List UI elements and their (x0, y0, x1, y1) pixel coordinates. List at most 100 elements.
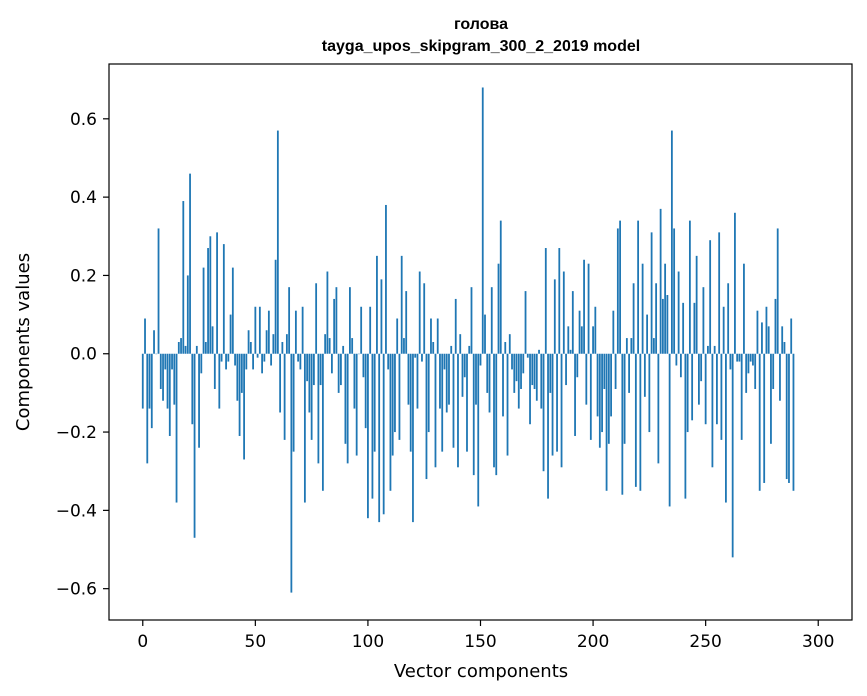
bar-245 (693, 302, 696, 354)
bar-278 (767, 326, 770, 354)
bar-24 (195, 345, 198, 354)
bar-235 (670, 130, 673, 354)
bar-82 (326, 271, 329, 354)
bar-265 (738, 353, 741, 362)
bar-218 (632, 283, 635, 354)
bar-241 (684, 353, 687, 499)
bar-250 (704, 353, 707, 425)
bar-126 (425, 353, 428, 480)
bar-219 (634, 353, 637, 487)
bar-139 (454, 298, 457, 354)
bar-32 (213, 353, 216, 389)
bar-41 (234, 353, 236, 366)
bar-268 (745, 353, 748, 393)
bar-61 (279, 353, 282, 413)
bar-122 (416, 353, 419, 409)
bar-52 (258, 306, 261, 354)
bar-221 (639, 353, 642, 491)
bar-56 (267, 310, 270, 354)
bar-174 (533, 353, 536, 389)
bar-207 (607, 353, 610, 444)
bar-38 (227, 353, 230, 362)
bar-259 (725, 353, 727, 503)
bar-211 (616, 228, 619, 354)
bar-189 (567, 326, 570, 354)
bar-284 (781, 326, 784, 354)
bar-176 (538, 349, 540, 354)
bar-205 (603, 353, 606, 389)
bar-65 (288, 287, 291, 354)
bar-243 (688, 220, 691, 354)
bar-148 (475, 353, 477, 405)
bar-100 (367, 353, 369, 519)
bar-120 (412, 353, 414, 523)
bar-26 (200, 353, 203, 374)
bar-234 (668, 353, 671, 507)
bar-208 (610, 353, 612, 417)
bar-272 (754, 353, 757, 389)
bar-0 (141, 353, 144, 409)
bar-10 (164, 353, 167, 370)
bar-84 (331, 353, 333, 374)
bar-27 (202, 267, 205, 354)
bar-105 (378, 353, 381, 523)
bar-48 (249, 342, 252, 354)
bar-248 (700, 353, 703, 382)
x-tick-label: 300 (802, 632, 834, 652)
bar-138 (452, 353, 455, 448)
bar-289 (792, 353, 795, 491)
bar-226 (650, 232, 653, 354)
bar-115 (400, 255, 403, 354)
bar-285 (783, 342, 786, 354)
bar-160 (502, 353, 504, 417)
bar-20 (186, 275, 189, 354)
bar-195 (580, 326, 583, 354)
chart-subtitle: tayga_upos_skipgram_300_2_2019 model (322, 38, 640, 55)
bar-33 (216, 232, 218, 354)
bar-72 (303, 353, 306, 503)
bar-140 (457, 353, 459, 468)
x-axis-ticks: 0 50 100 150 200 250 300 (137, 620, 834, 652)
bar-264 (736, 353, 739, 362)
x-tick-label: 200 (577, 632, 609, 652)
bar-134 (443, 353, 446, 370)
bar-53 (261, 353, 263, 374)
y-tick-label: −0.2 (56, 423, 97, 443)
x-axis-label: Vector components (394, 661, 568, 682)
bar-261 (729, 353, 732, 370)
bar-5 (153, 330, 155, 354)
bar-16 (177, 342, 180, 354)
bar-287 (788, 353, 790, 483)
bar-78 (317, 353, 320, 464)
bar-158 (497, 263, 500, 354)
bar-202 (596, 353, 599, 417)
bar-3 (148, 353, 151, 409)
bar-228 (655, 283, 658, 354)
bar-83 (328, 338, 331, 354)
bar-270 (749, 353, 752, 362)
bar-281 (774, 298, 777, 354)
bar-274 (758, 353, 761, 491)
bar-276 (763, 353, 766, 483)
bar-17 (180, 338, 182, 354)
y-tick-label: 0.4 (70, 188, 97, 208)
bar-184 (556, 353, 558, 452)
bar-147 (472, 353, 475, 476)
bar-89 (342, 345, 345, 354)
bar-156 (493, 353, 495, 468)
chart-title: голова (454, 16, 508, 33)
bar-258 (722, 306, 725, 354)
bar-87 (337, 353, 340, 393)
bar-203 (598, 353, 601, 448)
bar-64 (285, 334, 288, 354)
bar-117 (405, 291, 408, 354)
bar-69 (297, 353, 300, 362)
y-tick-label: 0.2 (70, 266, 97, 286)
bar-106 (380, 279, 383, 354)
bar-108 (385, 204, 387, 354)
bar-75 (310, 353, 313, 440)
bar-142 (461, 353, 464, 397)
bar-251 (707, 345, 709, 354)
bar-178 (542, 353, 545, 472)
